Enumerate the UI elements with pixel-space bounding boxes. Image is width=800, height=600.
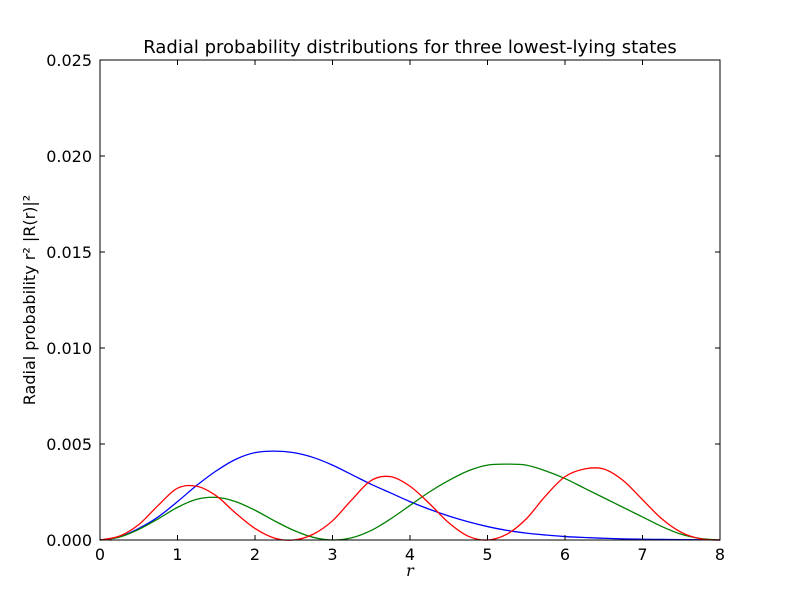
x-tick-label: 4 [405,545,415,564]
series-line-blue [99,450,721,541]
x-tick-label: 8 [715,545,725,564]
y-tick-label: 0.015 [46,243,92,262]
series-layer [99,450,721,541]
y-tick-label: 0.005 [46,435,92,454]
y-tick-label: 0.025 [46,51,92,70]
series-line-green [99,463,721,541]
ticks-layer: 0 1 2 3 4 5 6 7 8 0.000 0.005 0.010 0.015 0.020 0.025 [46,51,725,564]
series-line-red [99,467,721,541]
x-axis-label: r [406,561,415,580]
y-tick-label: 0.020 [46,147,92,166]
y-tick-label: 0.010 [46,339,92,358]
x-tick-label: 2 [250,545,260,564]
chart-title: Radial probability distributions for thr… [143,37,677,58]
y-axis-label: Radial probability r² |R(r)|² [20,195,39,405]
x-tick-label: 6 [560,545,570,564]
x-tick-label: 0 [95,545,105,564]
y-tick-label: 0.000 [46,531,92,550]
x-tick-label: 7 [637,545,647,564]
x-tick-label: 3 [327,545,337,564]
x-tick-label: 5 [482,545,492,564]
x-tick-label: 1 [172,545,182,564]
